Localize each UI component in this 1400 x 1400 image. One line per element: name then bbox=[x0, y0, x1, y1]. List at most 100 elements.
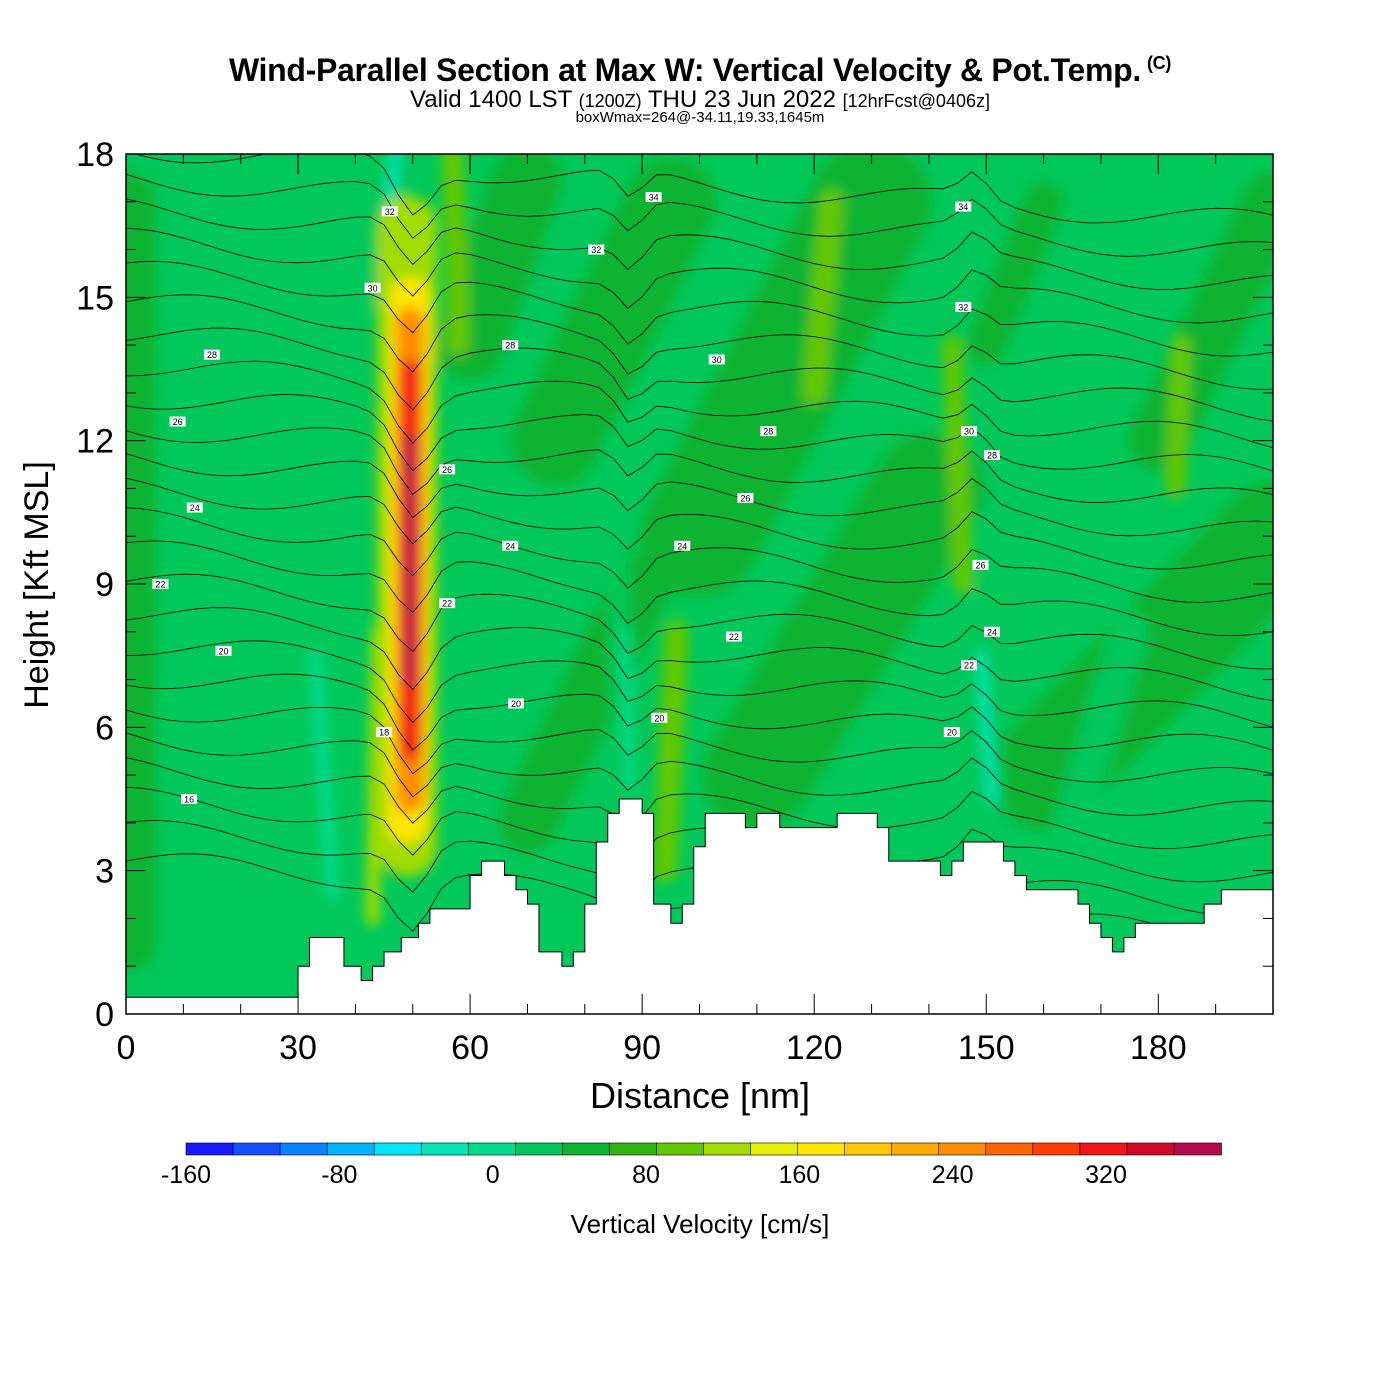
y-tick-label: 12 bbox=[76, 423, 114, 461]
theta-contour bbox=[126, 260, 1273, 357]
colorbar-swatch bbox=[467, 1142, 517, 1156]
velocity-blob bbox=[941, 335, 974, 594]
theta-label-box bbox=[181, 794, 198, 804]
theta-labels: 34 34 32 32 32 30 30 30 28 28 28 28 26 26 26 26 24 24 24 24… bbox=[152, 192, 1000, 805]
theta-contour bbox=[126, 640, 1273, 728]
colorbar-swatch bbox=[326, 1142, 375, 1156]
theta-label-box bbox=[674, 540, 691, 551]
theta-label: 20 bbox=[654, 713, 664, 723]
theta-contour bbox=[126, 394, 1273, 472]
theta-label: 18 bbox=[379, 728, 389, 738]
theta-label: 20 bbox=[947, 728, 957, 738]
theta-label-box bbox=[983, 626, 1000, 637]
velocity-blob bbox=[602, 429, 636, 806]
theta-contour bbox=[126, 507, 1273, 603]
theta-contour bbox=[126, 453, 1273, 537]
chart-title: Wind-Parallel Section at Max W: Vertical… bbox=[0, 52, 1400, 89]
velocity-blob bbox=[639, 154, 932, 597]
velocity-blob bbox=[474, 571, 512, 836]
theta-label-box bbox=[961, 426, 978, 437]
colorbar-tick-label: 80 bbox=[632, 1161, 660, 1189]
velocity-blob bbox=[975, 650, 997, 804]
colorbar-swatch bbox=[938, 1142, 987, 1156]
theta-label: 20 bbox=[218, 646, 228, 656]
theta-label-box bbox=[961, 660, 978, 671]
theta-label: 26 bbox=[976, 560, 986, 570]
colorbar-swatch bbox=[1032, 1142, 1081, 1156]
velocity-blob bbox=[365, 624, 386, 926]
colorbar-swatch bbox=[1173, 1142, 1222, 1156]
colorbar: -160 -80 0 80 160 240 320 bbox=[161, 1142, 1222, 1189]
y-tick-label: 3 bbox=[95, 853, 114, 891]
theta-contour bbox=[126, 477, 1273, 570]
colorbar-swatch bbox=[279, 1142, 328, 1156]
theta-label-box bbox=[588, 244, 605, 255]
theta-label-box bbox=[376, 727, 393, 738]
theta-label: 30 bbox=[964, 427, 974, 437]
theta-contour bbox=[126, 607, 1273, 702]
velocity-blob bbox=[511, 156, 716, 486]
colorbar-swatch bbox=[185, 1142, 234, 1156]
theta-label: 34 bbox=[649, 193, 659, 203]
theta-label-box bbox=[439, 464, 456, 475]
x-tick-label: 120 bbox=[786, 1029, 843, 1067]
velocity-blob bbox=[802, 189, 844, 405]
theta-contour bbox=[126, 757, 1273, 850]
theta-contour bbox=[126, 706, 1273, 783]
plot-area: 34 34 32 32 32 30 30 30 28 28 28 28 26 26 26 26 24 24 24 24… bbox=[126, 154, 1273, 1014]
valid-time-line: Valid 1400 LST (1200Z) THU 23 Jun 2022 [… bbox=[0, 86, 1400, 114]
theta-label: 30 bbox=[368, 283, 378, 293]
colorbar-swatch bbox=[232, 1142, 281, 1156]
theta-label-box bbox=[507, 698, 524, 709]
valid-date-label: THU 23 Jun 2022 bbox=[647, 86, 836, 113]
y-axis-label: Height [Kft MSL] bbox=[18, 461, 56, 709]
theta-contour bbox=[126, 573, 1273, 670]
colorbar-swatch bbox=[420, 1142, 470, 1156]
theta-contour bbox=[126, 427, 1273, 503]
theta-label-box bbox=[152, 579, 169, 589]
theta-label-box bbox=[169, 416, 186, 427]
theta-label-box bbox=[943, 727, 960, 738]
valid-utc-label: (1200Z) bbox=[578, 91, 642, 111]
terrain-mask bbox=[126, 798, 1273, 1014]
theta-label: 34 bbox=[958, 202, 968, 212]
theta-label-box bbox=[651, 712, 668, 723]
theta-label-box bbox=[983, 450, 1000, 460]
theta-label: 22 bbox=[155, 580, 165, 590]
copyright-mark: (C) bbox=[1146, 53, 1172, 74]
theta-label: 24 bbox=[190, 503, 200, 513]
theta-label: 20 bbox=[511, 699, 521, 709]
x-tick-label: 0 bbox=[117, 1029, 136, 1067]
y-tick-label: 15 bbox=[76, 279, 114, 317]
theta-label: 32 bbox=[385, 207, 395, 217]
chart-title-text: Wind-Parallel Section at Max W: Vertical… bbox=[228, 52, 1141, 88]
colorbar-tick-label: 240 bbox=[932, 1161, 974, 1189]
axes: 0 30 60 90 120 150 180 0 3 6 9 12 15 18 bbox=[76, 136, 1274, 1067]
colorbar-swatch bbox=[985, 1142, 1034, 1156]
colorbar-swatch bbox=[891, 1142, 940, 1156]
x-tick-label: 150 bbox=[958, 1029, 1015, 1067]
y-tick-label: 6 bbox=[95, 709, 114, 747]
colorbar-tick-label: 160 bbox=[778, 1161, 820, 1189]
colorbar-swatch bbox=[656, 1142, 705, 1156]
theta-contours bbox=[126, 154, 1273, 949]
theta-label: 28 bbox=[207, 350, 217, 360]
theta-label: 26 bbox=[442, 465, 452, 475]
colorbar-swatch bbox=[703, 1142, 752, 1156]
colorbar-swatch bbox=[797, 1142, 846, 1156]
forecast-label: [12hrFcst@0406z] bbox=[842, 91, 990, 111]
velocity-blob bbox=[1165, 335, 1192, 499]
colorbar-tick-label: 320 bbox=[1085, 1161, 1127, 1189]
colorbar-tick-label: -160 bbox=[161, 1161, 211, 1189]
colorbar-label: Vertical Velocity [cm/s] bbox=[571, 1209, 830, 1239]
theta-label-box bbox=[204, 349, 221, 360]
theta-contour bbox=[126, 327, 1273, 422]
box-wmax-label: boxWmax=264@-34.11,19.33,1645m bbox=[575, 109, 825, 126]
theta-contour bbox=[126, 732, 1273, 816]
velocity-blob bbox=[619, 626, 636, 790]
theta-label-box bbox=[955, 301, 972, 312]
theta-label: 28 bbox=[505, 341, 515, 351]
x-axis-label: Distance [nm] bbox=[590, 1075, 810, 1116]
theta-label: 22 bbox=[964, 661, 974, 671]
